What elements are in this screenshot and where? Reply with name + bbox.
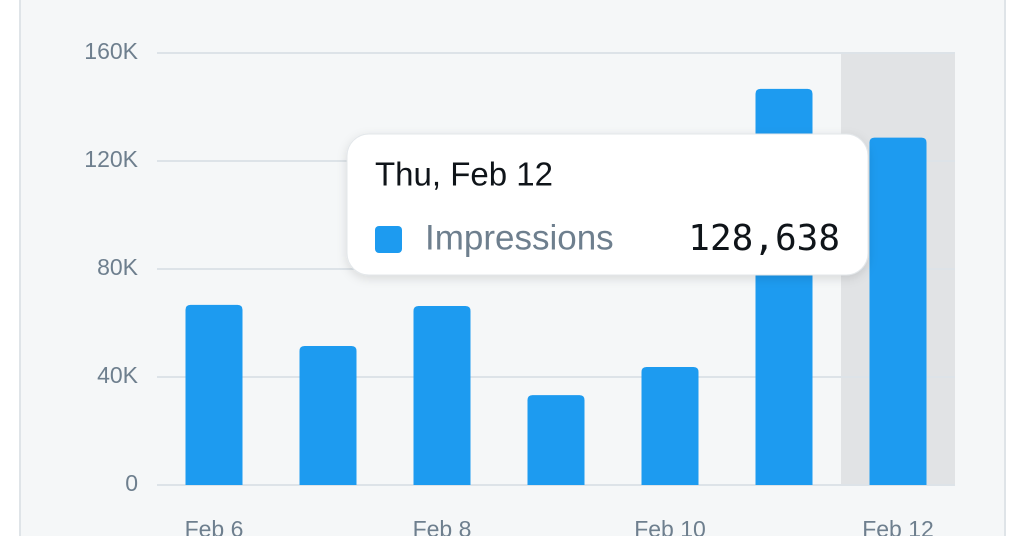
bar bbox=[527, 395, 585, 485]
bar bbox=[299, 345, 357, 485]
bar bbox=[185, 304, 243, 485]
legend-swatch bbox=[375, 226, 402, 253]
tooltip-box bbox=[346, 133, 869, 276]
y-tick-label: 40K bbox=[97, 362, 139, 388]
tooltip: Thu, Feb 12 Impressions 128,638 bbox=[346, 133, 869, 276]
x-tick-label: Feb 6 bbox=[185, 516, 244, 536]
bar bbox=[641, 367, 699, 485]
y-tick-label: 160K bbox=[84, 38, 138, 64]
bar bbox=[869, 137, 927, 485]
y-tick-label: 120K bbox=[84, 146, 138, 172]
legend-label: Impressions bbox=[425, 218, 614, 257]
tooltip-title: Thu, Feb 12 bbox=[375, 156, 553, 193]
y-tick-label: 0 bbox=[125, 470, 138, 496]
x-tick-label: Feb 10 bbox=[634, 516, 706, 536]
x-tick-label: Feb 8 bbox=[413, 516, 472, 536]
tooltip-value: 128,638 bbox=[688, 218, 840, 259]
x-tick-label: Feb 12 bbox=[862, 516, 934, 536]
bar bbox=[413, 305, 471, 485]
y-tick-label: 80K bbox=[97, 254, 139, 280]
